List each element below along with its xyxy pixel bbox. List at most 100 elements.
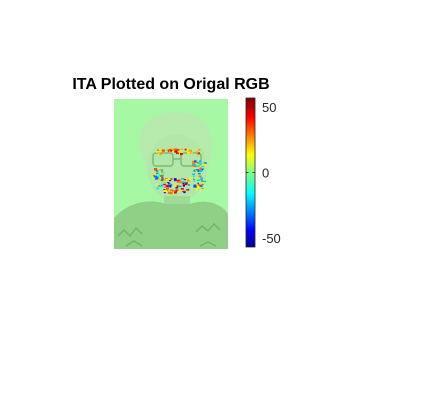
ita-pixel bbox=[153, 175, 155, 177]
ita-pixel bbox=[202, 180, 207, 183]
ita-pixel bbox=[153, 175, 157, 178]
ita-pixel bbox=[176, 185, 179, 188]
ita-pixel bbox=[160, 173, 164, 175]
ita-pixel bbox=[182, 181, 185, 183]
ita-pixel bbox=[180, 149, 182, 152]
ita-pixel bbox=[160, 175, 164, 177]
ita-pixel bbox=[196, 152, 200, 155]
ita-pixel bbox=[168, 180, 172, 182]
ita-pixel bbox=[201, 182, 205, 184]
ita-pixel bbox=[167, 149, 170, 153]
ita-pixel bbox=[194, 165, 197, 168]
ita-pixel bbox=[198, 173, 201, 175]
ita-pixel bbox=[171, 148, 175, 150]
ita-pixel bbox=[173, 178, 177, 181]
ita-pixel bbox=[184, 183, 188, 186]
ita-pixel bbox=[193, 160, 197, 163]
ita-pixel bbox=[203, 165, 207, 167]
ita-pixel bbox=[184, 148, 187, 151]
ita-pixel bbox=[177, 190, 180, 192]
ita-pixel bbox=[199, 164, 203, 167]
ita-pixel bbox=[159, 177, 162, 179]
ita-pixel bbox=[155, 170, 159, 172]
ita-pixel bbox=[158, 170, 162, 173]
ita-pixel bbox=[155, 184, 159, 187]
ita-pixel bbox=[198, 175, 202, 177]
ita-pixel bbox=[152, 175, 155, 178]
clothing-pattern bbox=[117, 222, 221, 247]
ita-pixel bbox=[193, 164, 196, 167]
ita-pixel bbox=[168, 148, 172, 151]
colorbar-tick-label: 0 bbox=[262, 166, 269, 181]
ita-pixel bbox=[161, 179, 165, 181]
ita-pixel bbox=[160, 174, 165, 176]
ita-pixel bbox=[166, 182, 169, 184]
ita-pixel bbox=[156, 187, 160, 190]
ita-pixel bbox=[157, 149, 160, 151]
ita-pixel bbox=[158, 178, 161, 181]
ita-pixel bbox=[190, 151, 193, 153]
ita-pixel bbox=[201, 183, 205, 185]
ita-pixel bbox=[188, 178, 192, 181]
ita-pixel bbox=[174, 148, 178, 151]
ita-pixel bbox=[175, 189, 178, 192]
ita-pixel bbox=[188, 182, 190, 184]
ita-pixel bbox=[192, 173, 195, 175]
ita-pixel bbox=[182, 190, 186, 192]
ita-pixel bbox=[170, 150, 173, 152]
ita-pixel bbox=[186, 189, 190, 191]
ita-pixel bbox=[162, 171, 165, 174]
ita-pixel bbox=[201, 187, 204, 190]
ita-pixel bbox=[156, 151, 158, 153]
ita-pixel bbox=[203, 162, 207, 164]
ita-pixel bbox=[190, 152, 193, 154]
ita-pixel bbox=[199, 170, 203, 173]
ita-pixel bbox=[179, 181, 183, 184]
ita-pixel bbox=[161, 176, 164, 178]
chart-title: ITA Plotted on Origal RGB bbox=[72, 76, 269, 93]
ita-pixel bbox=[199, 167, 202, 170]
ita-pixel bbox=[174, 150, 178, 153]
ita-pixel bbox=[165, 184, 169, 188]
ita-pixel bbox=[193, 175, 196, 177]
ita-pixel bbox=[195, 161, 199, 164]
ita-pixel bbox=[158, 174, 160, 177]
ita-pixel bbox=[193, 185, 197, 188]
ita-pixel bbox=[188, 184, 190, 186]
ita-pixel bbox=[183, 179, 187, 181]
ita-pixel bbox=[199, 163, 202, 166]
colorbar-tick-label: -50 bbox=[262, 231, 281, 246]
ita-pixel bbox=[168, 179, 172, 181]
ita-pixel bbox=[187, 151, 190, 154]
ita-pixel bbox=[177, 181, 180, 183]
ita-pixel bbox=[179, 152, 183, 154]
ita-pixel bbox=[163, 191, 166, 194]
ita-pixel bbox=[163, 189, 165, 191]
ita-pixel bbox=[201, 165, 205, 167]
ita-pixel bbox=[181, 178, 185, 180]
ita-pixel bbox=[154, 168, 158, 171]
ita-pixel bbox=[155, 177, 158, 180]
ita-pixel bbox=[197, 162, 200, 164]
ita-pixel bbox=[188, 149, 192, 152]
ita-pixel bbox=[165, 188, 169, 190]
ita-pixel bbox=[152, 172, 154, 175]
ita-pixel bbox=[157, 185, 160, 187]
ita-pixel bbox=[179, 185, 182, 187]
ita-pixel bbox=[163, 190, 167, 193]
ita-pixel bbox=[196, 179, 200, 181]
ita-pixel bbox=[160, 179, 165, 182]
ita-pixel bbox=[201, 167, 205, 170]
ita-pixel bbox=[195, 187, 199, 191]
ita-pixel bbox=[159, 152, 162, 155]
ita-pixel bbox=[168, 184, 173, 186]
ita-pixel bbox=[176, 149, 180, 151]
ita-pixel bbox=[158, 150, 161, 153]
ita-pixel bbox=[165, 178, 169, 181]
ita-pixel bbox=[170, 189, 174, 192]
image-axes bbox=[114, 99, 228, 249]
colorbar-tick-label: 50 bbox=[262, 100, 276, 115]
ita-pixel bbox=[193, 177, 197, 179]
ita-pixel bbox=[180, 152, 183, 156]
ita-pixel bbox=[170, 191, 173, 195]
